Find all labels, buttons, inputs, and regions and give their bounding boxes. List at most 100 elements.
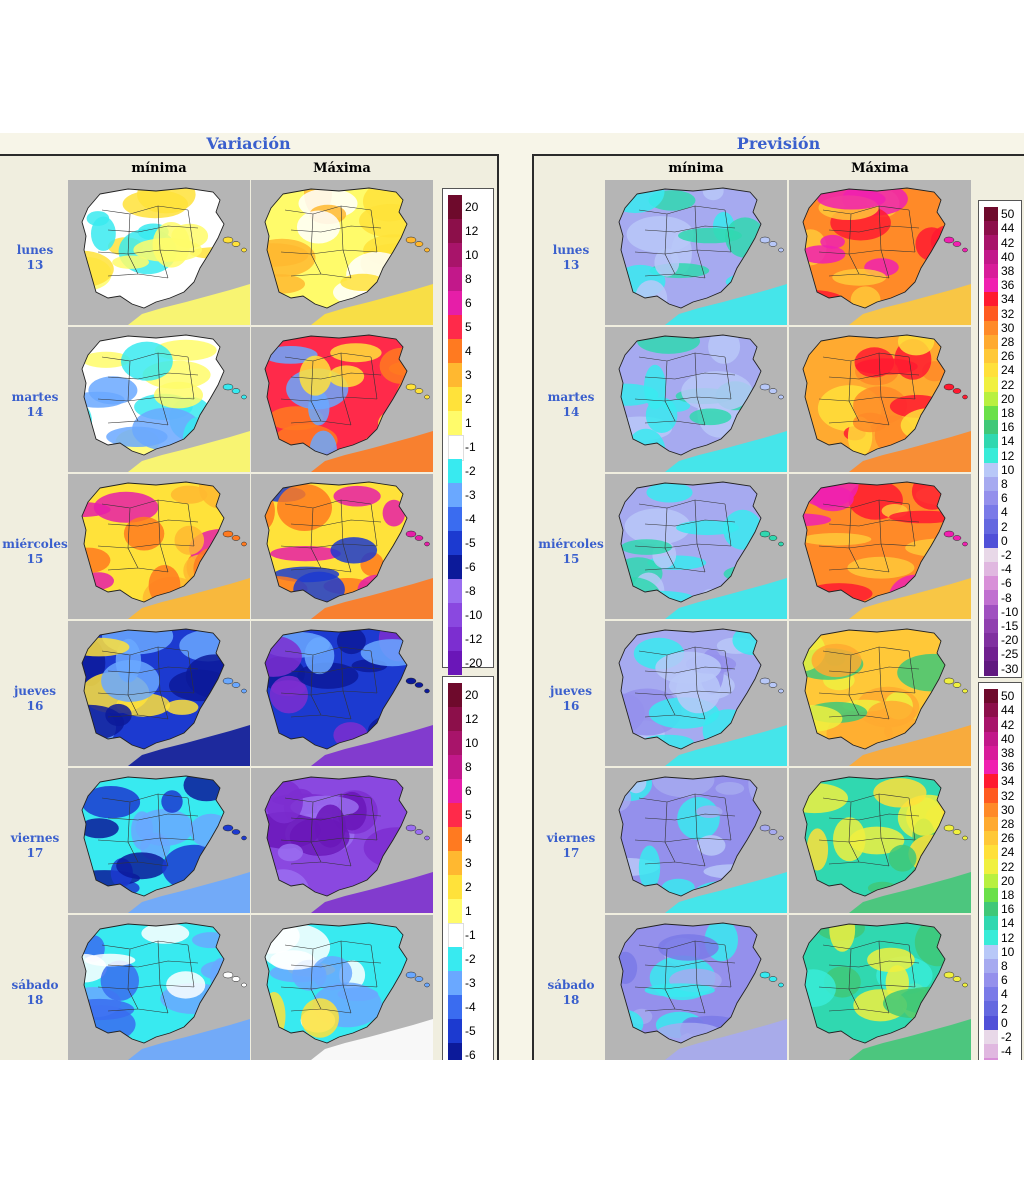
legend-swatch: [448, 411, 462, 435]
variation-max-map: [251, 327, 433, 472]
legend-label: 0: [1001, 1015, 1008, 1030]
legend-label: 4: [465, 344, 472, 358]
variation-min-header: mínima: [131, 161, 187, 176]
legend-label: 20: [465, 200, 479, 214]
legend-swatch: [448, 291, 462, 315]
day-label: martes 14: [538, 390, 604, 420]
day-label: jueves 16: [538, 684, 604, 714]
legend-label: 20: [1001, 873, 1015, 888]
legend-label: -20: [465, 656, 483, 670]
legend-swatch: [984, 306, 998, 321]
legend-swatch: [984, 1058, 998, 1060]
legend-label: 2: [1001, 1001, 1008, 1016]
legend-swatch: [984, 944, 998, 959]
legend-label: -10: [1001, 604, 1019, 619]
forecast-max-map: [789, 327, 971, 472]
forecast-min-header: mínima: [668, 161, 724, 176]
legend-label: 18: [1001, 887, 1015, 902]
legend-swatch: [448, 851, 462, 875]
legend-swatch: [984, 633, 998, 648]
day-label: lunes 13: [2, 243, 68, 273]
legend-label: -20: [1001, 633, 1019, 648]
legend-label: 32: [1001, 788, 1015, 803]
legend-label: 50: [1001, 207, 1015, 222]
legend-swatch: [448, 755, 462, 779]
legend-label: -4: [1001, 562, 1012, 577]
legend-swatch: [448, 995, 462, 1019]
variation-min-map: [68, 768, 250, 913]
variation-min-map: [68, 621, 250, 766]
variation-min-map: [68, 915, 250, 1060]
legend-swatch: [984, 774, 998, 789]
legend-swatch: [448, 483, 462, 507]
legend-swatch: [984, 902, 998, 917]
legend-label: 38: [1001, 263, 1015, 278]
legend-label: 10: [465, 248, 479, 262]
legend-swatch: [448, 219, 462, 243]
legend-swatch: [984, 491, 998, 506]
day-label: martes 14: [2, 390, 68, 420]
legend-swatch: [984, 1029, 998, 1044]
legend-label: 4: [1001, 987, 1008, 1002]
variation-min-map: [68, 180, 250, 325]
legend-label: 40: [1001, 249, 1015, 264]
legend-label: 2: [1001, 519, 1008, 534]
legend-label: 18: [1001, 405, 1015, 420]
day-label: lunes 13: [538, 243, 604, 273]
day-name: martes: [547, 390, 595, 404]
legend-label: 6: [465, 296, 472, 310]
day-name: sábado: [11, 978, 59, 992]
legend-label: 24: [1001, 845, 1015, 860]
legend-label: 8: [1001, 476, 1008, 491]
day-name: miércoles: [2, 537, 68, 551]
legend-swatch: [984, 420, 998, 435]
forecast-min-map: [605, 327, 787, 472]
legend-label: -4: [465, 512, 476, 526]
legend-swatch: [984, 590, 998, 605]
legend-label: 40: [1001, 731, 1015, 746]
legend-label: -1: [465, 928, 476, 942]
legend-swatch: [984, 462, 998, 477]
legend-swatch: [984, 661, 998, 676]
legend-label: 28: [1001, 334, 1015, 349]
legend-label: 30: [1001, 802, 1015, 817]
variation-min-map: [68, 327, 250, 472]
legend-swatch: [448, 315, 462, 339]
legend-label: 3: [465, 856, 472, 870]
legend-swatch: [984, 363, 998, 378]
legend-label: -3: [465, 488, 476, 502]
legend-swatch: [984, 1001, 998, 1016]
legend-swatch: [448, 1019, 462, 1043]
legend-label: 6: [465, 784, 472, 798]
legend-swatch: [448, 243, 462, 267]
legend-label: 6: [1001, 973, 1008, 988]
legend-label: 2: [465, 392, 472, 406]
legend-swatch: [448, 707, 462, 731]
legend-swatch: [984, 887, 998, 902]
legend-label: -8: [1001, 590, 1012, 605]
legend-swatch: [984, 930, 998, 945]
day-number: 17: [26, 846, 44, 860]
legend-swatch: [448, 1043, 462, 1060]
legend-label: 16: [1001, 902, 1015, 917]
legend-swatch: [984, 760, 998, 775]
forecast-legend-top: 50 44 42 40 38 36 34 32 30 28 26 24 22 20 18 16 14 12 10 8 6…: [978, 200, 1022, 678]
legend-swatch: [984, 859, 998, 874]
legend-label: 44: [1001, 221, 1015, 236]
legend-swatch: [448, 555, 462, 579]
legend-swatch: [448, 267, 462, 291]
forecast-max-map: [789, 768, 971, 913]
day-label: viernes 17: [2, 831, 68, 861]
legend-label: 20: [465, 688, 479, 702]
legend-label: 30: [1001, 320, 1015, 335]
day-name: sábado: [547, 978, 595, 992]
day-number: 13: [562, 258, 580, 272]
day-label: sábado 18: [2, 978, 68, 1008]
forecast-max-map: [789, 474, 971, 619]
forecast-min-map: [605, 768, 787, 913]
legend-swatch: [984, 221, 998, 236]
legend-swatch: [984, 476, 998, 491]
legend-swatch: [984, 292, 998, 307]
legend-swatch: [984, 320, 998, 335]
legend-swatch: [984, 717, 998, 732]
